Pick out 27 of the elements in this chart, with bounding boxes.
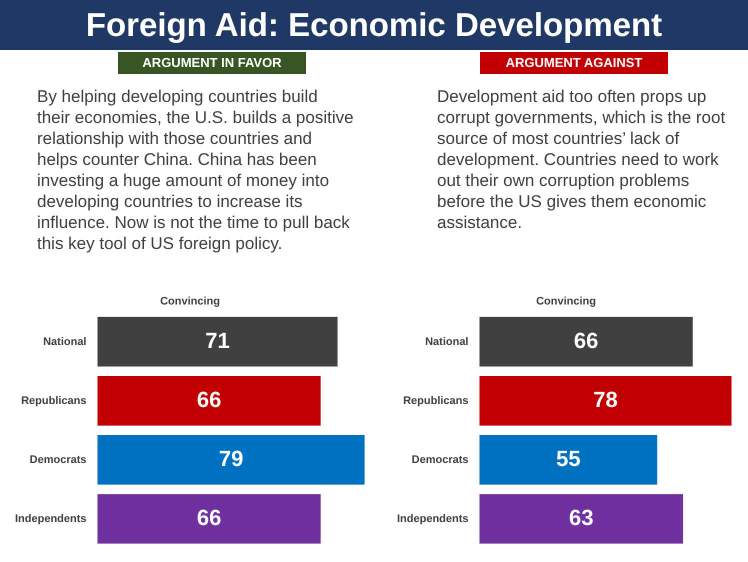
- y-tick-label: Republicans: [403, 394, 469, 407]
- bar: [480, 316, 693, 367]
- data-label: 63: [569, 504, 594, 530]
- text: Foreign Aid: Economic Development: [0, 0, 748, 50]
- chart-title: Convincing: [160, 296, 220, 308]
- data-label: 79: [218, 446, 244, 471]
- y-tick-label: Democrats: [412, 454, 469, 466]
- text: By helping developing countries build their economies, the U.S. builds a positive relationship with those countries and helps counter China. China has been investing a huge amount of money into developing countries to increase its influence. Now is not the time to pull back this key tool of US foreign policy.: [37, 86, 355, 254]
- chart-subtitle: ARGUMENT AGAINST: [480, 52, 668, 74]
- data-label: 66: [574, 328, 598, 353]
- y-tick-label: Democrats: [30, 454, 87, 466]
- data-label: 66: [196, 386, 222, 412]
- bar: [480, 376, 732, 426]
- y-tick-label: National: [425, 336, 469, 348]
- data-label: 66: [196, 504, 222, 530]
- chart-title: Convincing: [536, 296, 596, 308]
- y-tick-label: Independents: [396, 512, 469, 525]
- bar: [480, 494, 684, 544]
- data-label: 78: [593, 386, 618, 412]
- data-label: 71: [205, 328, 230, 353]
- y-tick-label: Republicans: [21, 394, 87, 407]
- data-label: 55: [556, 446, 581, 471]
- bar: [480, 435, 658, 485]
- y-tick-label: National: [43, 336, 87, 348]
- y-tick-label: Independents: [14, 512, 87, 525]
- chart-subtitle: ARGUMENT IN FAVOR: [118, 52, 306, 74]
- text: Development aid too often props up corrupt governments, which is the root source of most countries’ lack of development. Countries need to work out their own corruption problems before the US gives them economic assistance.: [437, 86, 726, 233]
